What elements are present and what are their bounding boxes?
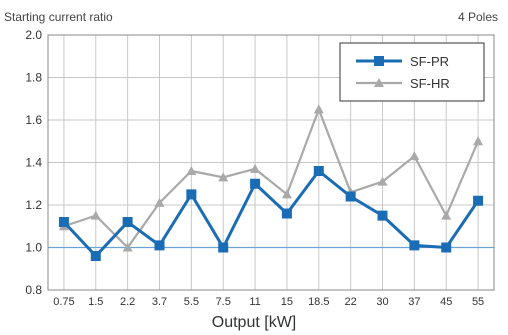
- data-point-sf-hr: [377, 176, 388, 186]
- plot-frame: [47, 34, 495, 291]
- x-tick-label: 15: [281, 296, 293, 308]
- legend-label-sf-hr: SF-HR: [410, 76, 450, 91]
- x-tick-label: 22: [345, 296, 357, 308]
- x-tick-label: 37: [408, 296, 420, 308]
- y-tick-label: 2.0: [25, 28, 42, 42]
- series-line-sf-pr: [62, 168, 480, 259]
- pole-annotation: 4 Poles: [457, 10, 498, 24]
- x-tick-label: 30: [376, 296, 388, 308]
- x-axis-label: Output [kW]: [211, 314, 297, 331]
- y-tick-label: 1.6: [25, 113, 42, 127]
- legend-marker-sf-pr: [374, 56, 384, 66]
- data-point-sf-pr: [218, 242, 229, 253]
- x-tick-label: 1.5: [88, 296, 103, 308]
- x-tick-label: 45: [440, 296, 452, 308]
- data-point-sf-pr: [90, 251, 101, 261]
- data-point-sf-hr: [409, 151, 420, 161]
- x-tick-label: 55: [472, 296, 484, 308]
- data-point-sf-pr: [122, 217, 133, 227]
- data-point-sf-pr: [154, 240, 165, 251]
- x-tick-label: 0.75: [53, 296, 74, 308]
- data-point-sf-pr: [250, 178, 261, 189]
- y-tick-label: 0.8: [25, 283, 42, 297]
- line-chart: 0.8 1.0 1.2 1.4 1.6 1.8 2.0 0.75 1.5 2.2 3.7 5.5 7.5…: [25, 28, 495, 308]
- data-point-sf-hr: [473, 136, 484, 146]
- data-point-sf-hr: [186, 166, 197, 175]
- data-point-sf-pr: [186, 189, 197, 200]
- chart-title: Starting current ratio: [4, 10, 113, 24]
- legend-box: [339, 42, 485, 102]
- data-point-sf-pr: [441, 242, 452, 253]
- data-point-sf-pr: [313, 166, 324, 176]
- x-tick-label: 5.5: [184, 296, 199, 308]
- x-tick-label: 7.5: [216, 296, 231, 308]
- x-tick-label: 2.2: [120, 296, 135, 308]
- legend-marker-sf-hr: [374, 78, 384, 87]
- x-tick-label: 18.5: [308, 296, 329, 308]
- data-point-sf-hr: [122, 242, 133, 252]
- legend-label-sf-pr: SF-PR: [410, 54, 449, 69]
- x-tick-label: 11: [249, 296, 260, 308]
- data-point-sf-hr: [90, 210, 101, 220]
- series-line-sf-hr: [63, 106, 480, 250]
- data-point-sf-pr: [409, 240, 420, 251]
- y-tick-label: 1.4: [25, 156, 42, 170]
- data-point-sf-hr: [281, 189, 292, 199]
- y-tick-label: 1.8: [25, 71, 42, 85]
- data-point-sf-hr: [218, 172, 229, 182]
- data-point-sf-pr: [473, 195, 484, 206]
- data-point-sf-hr: [441, 210, 452, 220]
- data-point-sf-hr: [313, 104, 324, 114]
- y-tick-label: 1.0: [25, 241, 42, 255]
- data-point-sf-pr: [58, 217, 69, 227]
- data-point-sf-pr: [345, 191, 356, 202]
- y-tick-label: 1.2: [25, 198, 42, 212]
- data-point-sf-pr: [281, 208, 292, 219]
- data-point-sf-pr: [377, 210, 388, 221]
- data-point-sf-hr: [250, 163, 261, 173]
- x-tick-label: 3.7: [152, 296, 167, 308]
- data-point-sf-hr: [154, 197, 165, 207]
